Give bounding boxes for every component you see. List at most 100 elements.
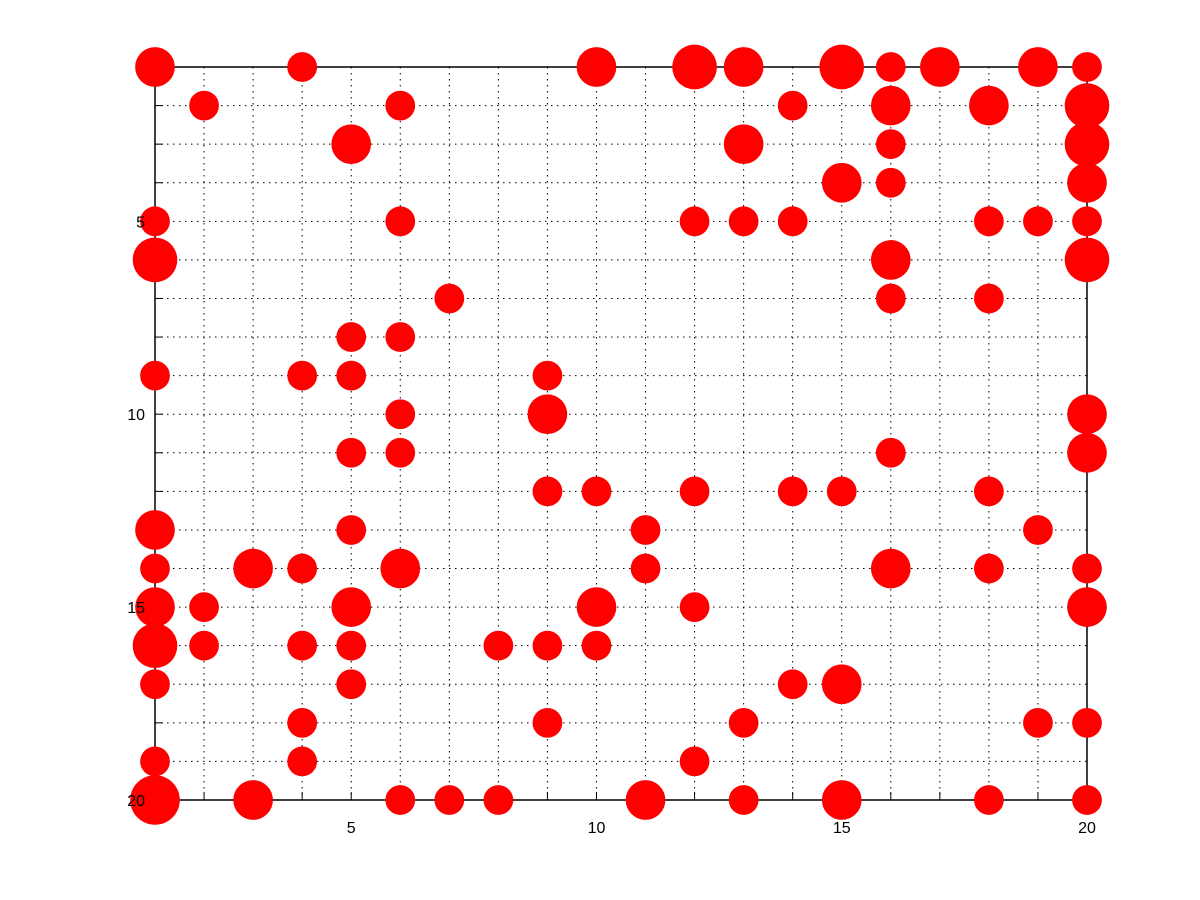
data-point [821, 664, 862, 705]
data-point [576, 47, 617, 87]
data-point [728, 785, 759, 815]
data-point [728, 206, 759, 237]
data-point [233, 548, 273, 589]
data-point [679, 592, 710, 622]
data-point [135, 510, 175, 550]
data-point [532, 707, 563, 738]
data-point [135, 587, 175, 627]
data-point [532, 630, 563, 661]
data-point [385, 399, 416, 430]
data-point [826, 476, 857, 507]
data-point [581, 476, 612, 507]
data-point [135, 47, 175, 87]
data-point [140, 746, 170, 777]
data-point [723, 124, 764, 164]
x-tick-label: 15 [833, 820, 851, 837]
data-point [434, 785, 465, 815]
data-point [532, 476, 563, 507]
data-point [679, 746, 710, 777]
x-tick-label: 20 [1078, 820, 1096, 837]
data-point [630, 553, 661, 584]
data-point [1023, 707, 1053, 738]
data-point [140, 360, 170, 391]
data-point [130, 775, 180, 825]
data-point [1067, 162, 1107, 203]
data-point [532, 360, 563, 391]
data-point [870, 85, 911, 126]
data-point [140, 206, 170, 237]
data-point [728, 707, 759, 738]
data-point [875, 52, 906, 82]
data-point [336, 515, 367, 545]
data-point [1072, 785, 1102, 815]
data-point [777, 90, 808, 121]
data-point [1072, 553, 1102, 584]
data-point [233, 780, 273, 820]
data-point [723, 47, 764, 87]
data-point [920, 47, 960, 87]
data-point [189, 90, 219, 121]
data-point [380, 548, 421, 589]
x-tick-label: 5 [347, 820, 356, 837]
axis-tick-labels: 5 10 15 20 5 10 15 20 [127, 214, 1096, 837]
data-point [974, 785, 1004, 815]
data-point [189, 630, 219, 661]
data-point [875, 167, 906, 198]
data-point [875, 437, 906, 468]
x-tick-label: 10 [588, 820, 606, 837]
data-point [875, 129, 906, 160]
data-point [483, 785, 514, 815]
data-point [821, 780, 862, 820]
data-point [336, 437, 367, 468]
data-point [974, 476, 1004, 507]
data-point [974, 206, 1004, 237]
data-point [870, 240, 911, 280]
data-point [385, 322, 416, 352]
data-point [336, 360, 367, 391]
data-point [434, 283, 465, 314]
data-point [630, 515, 661, 545]
data-point [576, 587, 617, 627]
data-point [140, 669, 170, 700]
data-point [336, 669, 367, 700]
data-point [672, 44, 717, 90]
data-point [1072, 707, 1102, 738]
data-point [819, 44, 865, 90]
data-point [777, 669, 808, 700]
data-point [821, 162, 862, 203]
data-point [1023, 515, 1053, 545]
data-point [1023, 206, 1053, 237]
data-point [483, 630, 514, 661]
data-point [287, 360, 318, 391]
y-tick-label: 20 [127, 793, 145, 810]
data-point [969, 85, 1009, 126]
data-point [1067, 587, 1107, 627]
data-point [189, 592, 219, 622]
data-point [625, 780, 666, 820]
data-point [1072, 52, 1102, 82]
data-point [287, 746, 318, 777]
data-point [287, 630, 318, 661]
data-point [336, 630, 367, 661]
data-point [132, 623, 178, 669]
data-point [287, 707, 318, 738]
data-point [331, 124, 372, 164]
y-tick-label: 15 [127, 600, 145, 617]
data-point [875, 283, 906, 314]
data-point [1064, 237, 1110, 283]
data-point [679, 206, 710, 237]
data-point [336, 322, 367, 352]
data-point [974, 283, 1004, 314]
data-point [132, 237, 178, 283]
data-point [140, 553, 170, 584]
y-tick-label: 5 [136, 214, 145, 231]
data-point [527, 394, 568, 435]
data-point [1067, 394, 1107, 435]
data-point [974, 553, 1004, 584]
data-point [385, 206, 416, 237]
grid-lines [154, 66, 1088, 801]
data-point [679, 476, 710, 507]
data-point [385, 90, 416, 121]
